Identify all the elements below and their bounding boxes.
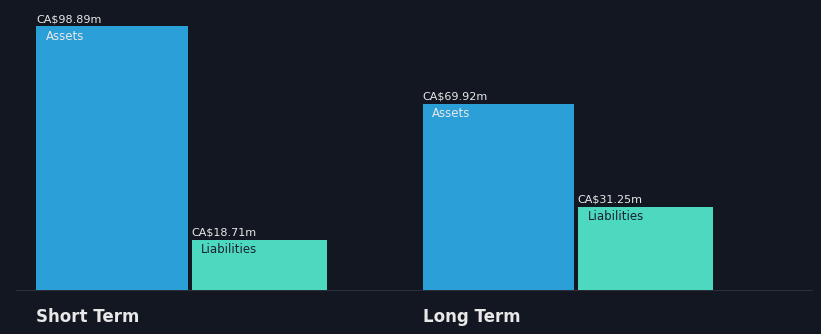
Text: Short Term: Short Term — [36, 308, 140, 326]
Text: CA$31.25m: CA$31.25m — [578, 194, 643, 204]
Text: Long Term: Long Term — [423, 308, 521, 326]
Bar — [191, 240, 327, 290]
Text: Assets: Assets — [432, 107, 470, 120]
Text: CA$69.92m: CA$69.92m — [423, 92, 488, 102]
Text: Liabilities: Liabilities — [201, 243, 258, 256]
Text: Liabilities: Liabilities — [587, 210, 644, 223]
Text: CA$98.89m: CA$98.89m — [36, 14, 102, 24]
Bar — [423, 104, 574, 290]
Text: Assets: Assets — [46, 29, 85, 42]
Bar — [578, 207, 713, 290]
Text: CA$18.71m: CA$18.71m — [191, 228, 257, 238]
Bar — [36, 26, 188, 290]
